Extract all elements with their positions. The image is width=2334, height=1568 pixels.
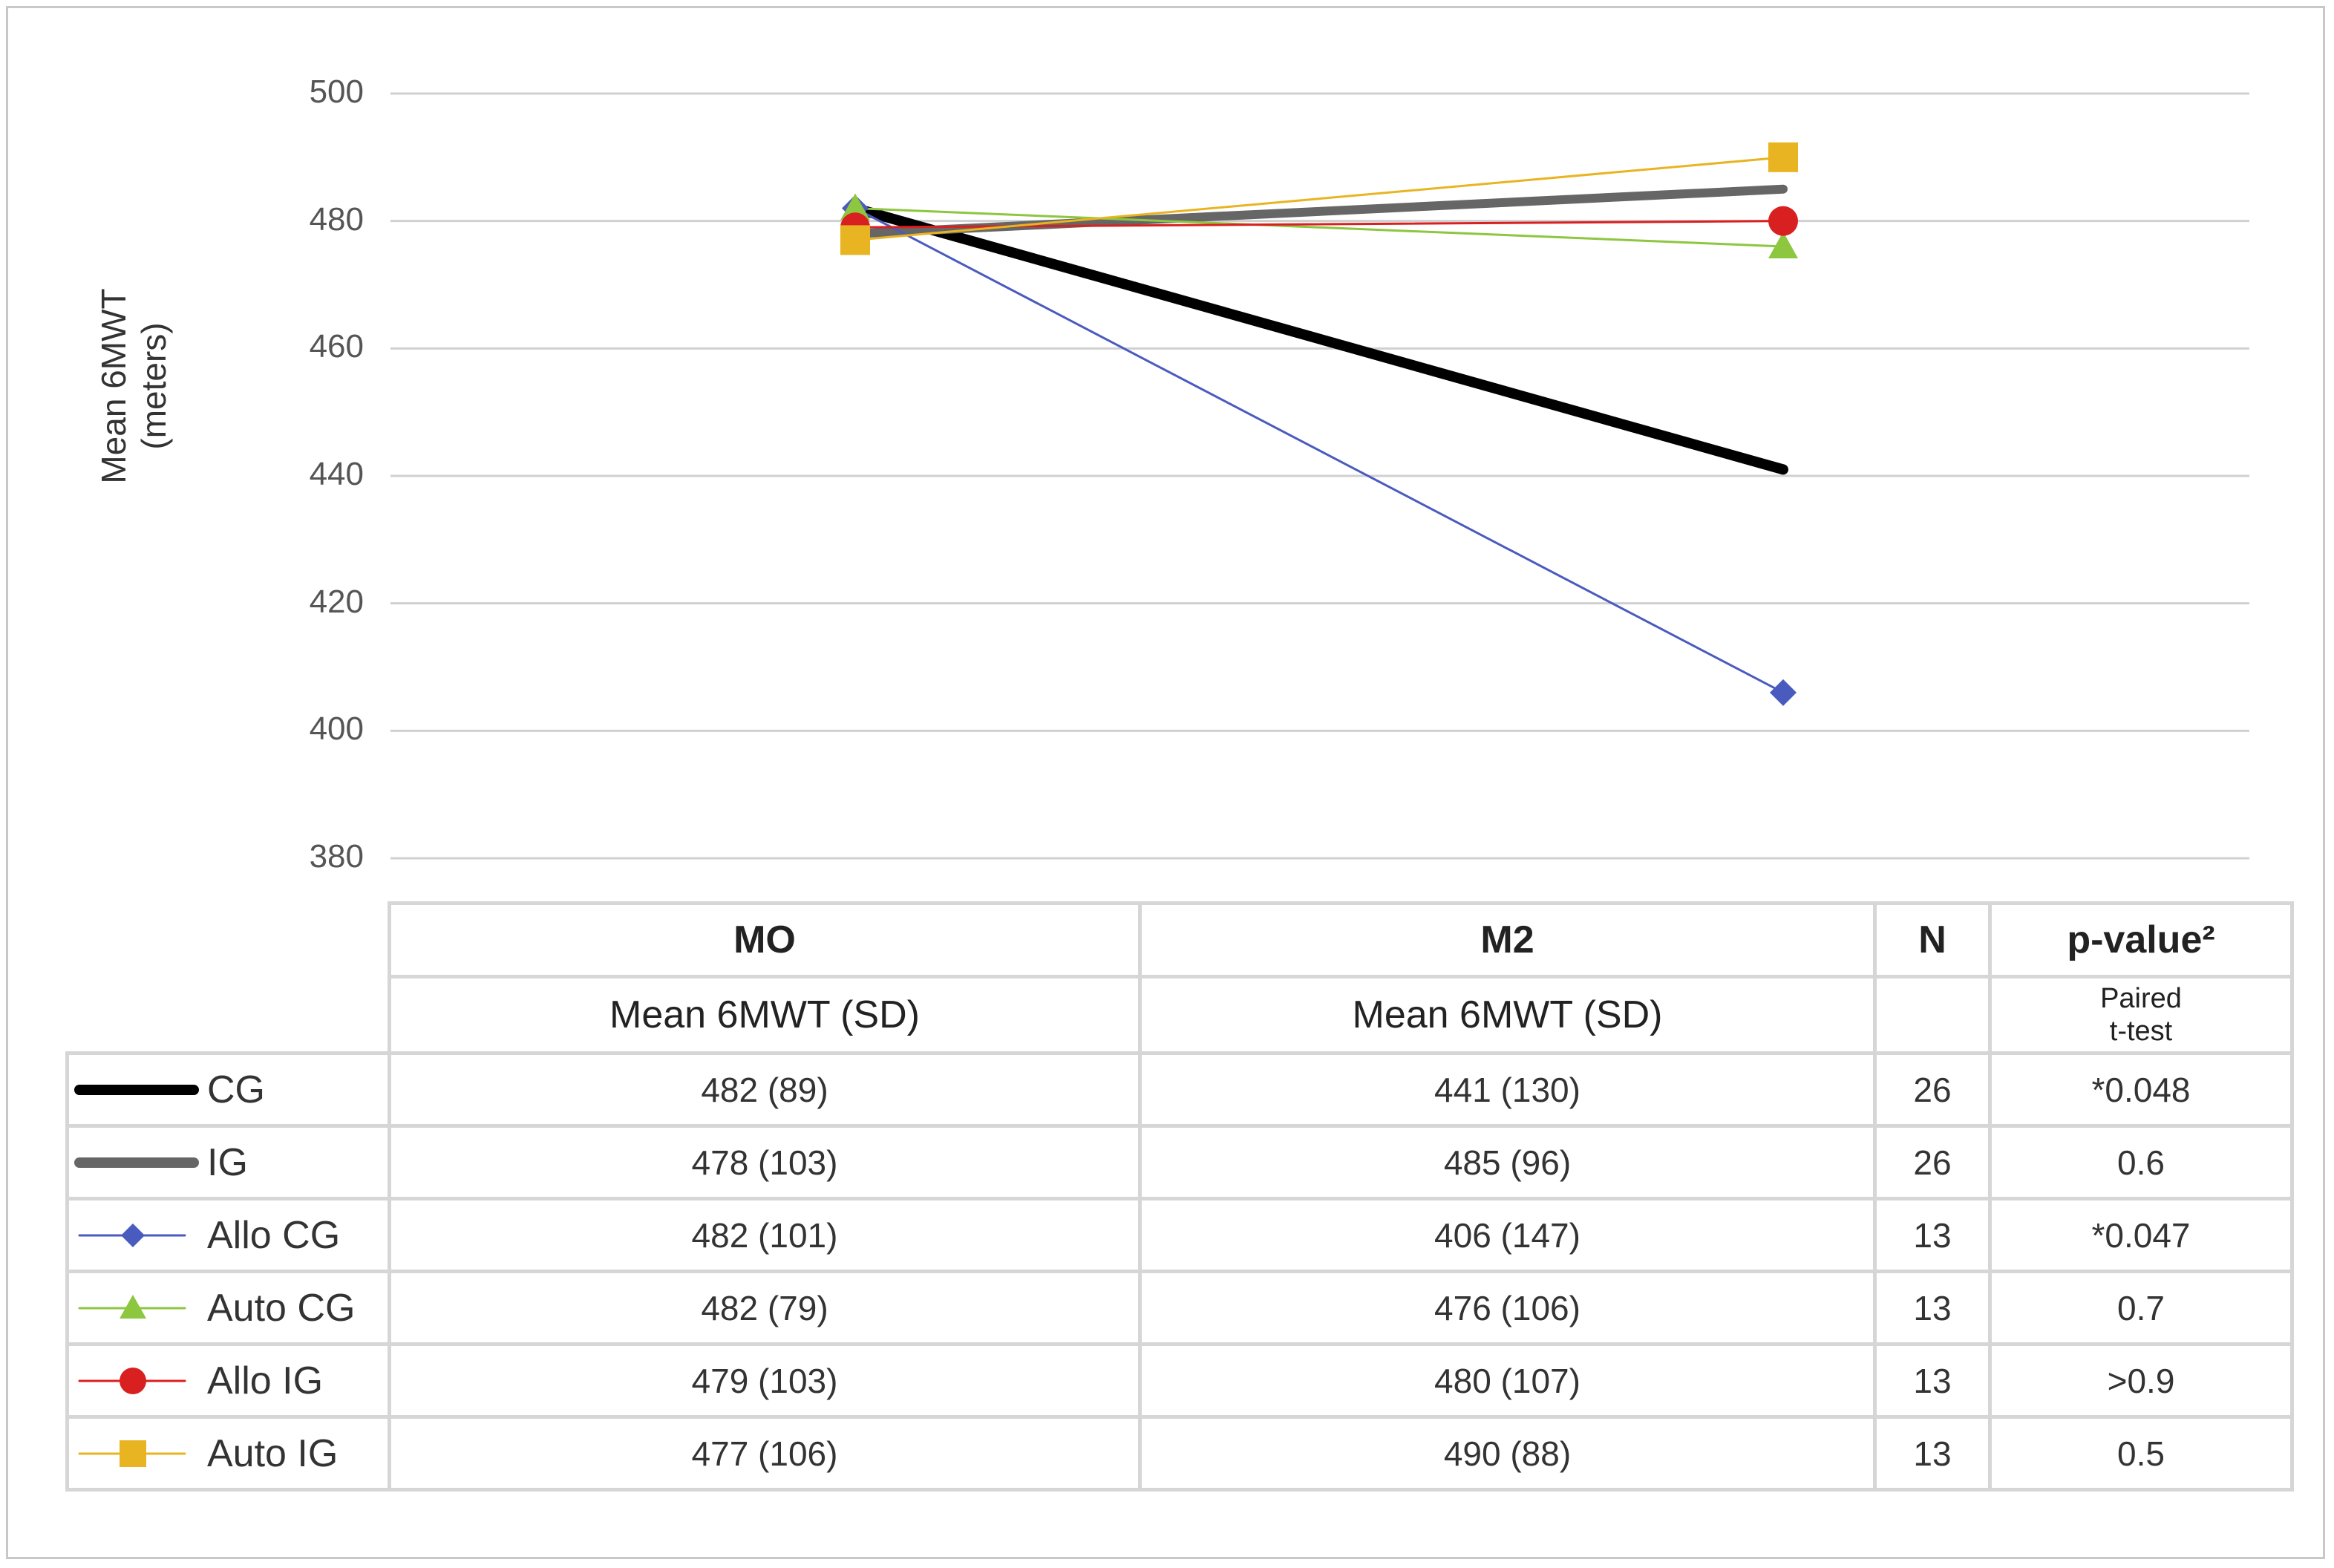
table-cell-n: 13 <box>1873 1270 1992 1346</box>
sub-header-p-line-2: t-test <box>2109 1016 2173 1047</box>
col-header-m2: M2 <box>1138 901 1877 979</box>
legend-item-allo-ig: Allo IG <box>65 1342 391 1419</box>
table-cell-n: 26 <box>1873 1124 1992 1200</box>
legend-swatch-ig <box>74 1157 199 1168</box>
series-line-auto-ig <box>854 156 1785 241</box>
table-cell-mo: 479 (103) <box>388 1342 1142 1419</box>
y-tick-label: 500 <box>309 74 364 110</box>
y-tick-label: 480 <box>309 200 364 238</box>
table-cell-mo: 478 (103) <box>388 1124 1142 1200</box>
y-tick-label: 420 <box>309 583 364 620</box>
col-header-mo: MO <box>388 901 1142 979</box>
legend-item-allo-cg: Allo CG <box>65 1197 391 1273</box>
marker-allo-cg <box>1770 679 1797 706</box>
legend-label: IG <box>207 1140 248 1184</box>
table-cell-p: 0.5 <box>1988 1415 2294 1492</box>
table-cell-mo: 477 (106) <box>388 1415 1142 1492</box>
figure-frame <box>6 6 2325 1559</box>
y-axis-label: Mean 6MWT (meters) <box>94 230 174 542</box>
sub-header-p-line-1: Paired <box>2100 983 2182 1014</box>
table-cell-p: >0.9 <box>1988 1342 2294 1419</box>
legend-item-auto-ig: Auto IG <box>65 1415 391 1492</box>
table-cell-m2: 490 (88) <box>1138 1415 1877 1492</box>
table-cell-m2: 406 (147) <box>1138 1197 1877 1273</box>
table-cell-mo: 482 (89) <box>388 1051 1142 1128</box>
legend-swatch-allo-cg <box>78 1223 186 1247</box>
table-cell-mo: 482 (101) <box>388 1197 1142 1273</box>
legend-swatch-cg <box>74 1084 199 1095</box>
series-line-allo-cg <box>854 207 1785 694</box>
marker-auto-cg <box>840 193 870 220</box>
y-axis-label-line-1: Mean 6MWT <box>94 288 133 484</box>
sub-header-n <box>1873 975 1992 1055</box>
y-tick-label: 460 <box>309 328 364 365</box>
table-cell-n: 13 <box>1873 1342 1992 1419</box>
table-cell-p: 0.6 <box>1988 1124 2294 1200</box>
legend-swatch-allo-ig <box>78 1367 186 1394</box>
series-line-cg <box>850 203 1788 475</box>
y-tick-label: 380 <box>309 838 364 875</box>
table-cell-p: *0.047 <box>1988 1197 2294 1273</box>
table-cell-m2: 441 (130) <box>1138 1051 1877 1128</box>
table-cell-n: 13 <box>1873 1415 1992 1492</box>
marker-auto-cg <box>1768 232 1798 258</box>
legend-label: Allo CG <box>207 1213 341 1257</box>
sub-header-p-value: Paired t-test <box>1988 975 2294 1055</box>
marker-allo-ig <box>1768 206 1798 236</box>
col-header-n: N <box>1873 901 1992 979</box>
legend-label: Auto CG <box>207 1286 356 1330</box>
table-cell-n: 26 <box>1873 1051 1992 1128</box>
series-line-auto-cg <box>854 207 1785 248</box>
marker-auto-ig <box>840 225 870 255</box>
y-tick-label: 400 <box>309 710 364 748</box>
table-cell-p: *0.048 <box>1988 1051 2294 1128</box>
table-cell-m2: 480 (107) <box>1138 1342 1877 1419</box>
legend-item-ig: IG <box>65 1124 391 1200</box>
legend-swatch-auto-ig <box>78 1440 186 1467</box>
sub-header-mo: Mean 6MWT (SD) <box>388 975 1142 1055</box>
legend-swatch-auto-cg <box>78 1294 186 1319</box>
y-axis-label-line-2: (meters) <box>134 322 173 450</box>
marker-auto-ig <box>1768 142 1798 172</box>
legend-item-auto-cg: Auto CG <box>65 1270 391 1346</box>
table-cell-mo: 482 (79) <box>388 1270 1142 1346</box>
table-cell-m2: 476 (106) <box>1138 1270 1877 1346</box>
legend-label: Auto IG <box>207 1431 339 1475</box>
table-cell-p: 0.7 <box>1988 1270 2294 1346</box>
legend-label: Allo IG <box>207 1359 324 1402</box>
table-cell-n: 13 <box>1873 1197 1992 1273</box>
sub-header-m2: Mean 6MWT (SD) <box>1138 975 1877 1055</box>
legend-label: CG <box>207 1068 265 1111</box>
table-cell-m2: 485 (96) <box>1138 1124 1877 1200</box>
legend-item-cg: CG <box>65 1051 391 1128</box>
col-header-p-value: p-value² <box>1988 901 2294 979</box>
y-tick-label: 440 <box>309 456 364 492</box>
